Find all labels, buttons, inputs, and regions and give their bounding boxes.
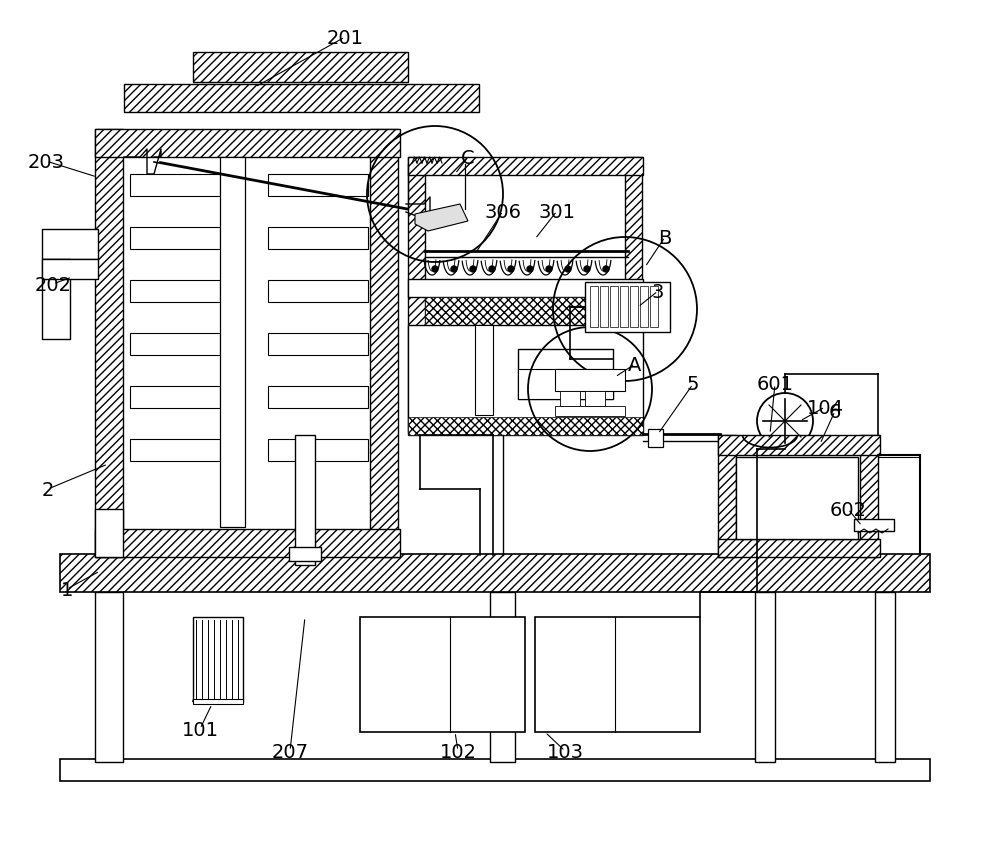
Bar <box>620 286 628 328</box>
Bar <box>585 283 670 332</box>
Text: 3: 3 <box>652 282 664 301</box>
Bar <box>535 618 700 732</box>
Bar <box>95 509 123 557</box>
Text: 601: 601 <box>757 375 794 394</box>
Bar <box>555 406 625 417</box>
Bar <box>640 286 648 328</box>
Bar <box>60 555 930 592</box>
Bar <box>193 618 243 702</box>
Bar <box>718 435 880 456</box>
Bar <box>475 325 493 416</box>
Text: 207: 207 <box>272 741 309 761</box>
Bar <box>130 387 220 408</box>
Text: 301: 301 <box>538 202 576 222</box>
Circle shape <box>527 267 533 273</box>
Bar <box>518 349 613 400</box>
Circle shape <box>603 267 609 273</box>
Text: C: C <box>461 148 475 167</box>
Bar <box>648 429 663 447</box>
Bar <box>755 592 775 762</box>
Text: A: A <box>628 355 642 374</box>
Circle shape <box>508 267 514 273</box>
Text: 5: 5 <box>687 375 699 394</box>
Bar <box>408 417 643 435</box>
Bar <box>610 286 618 328</box>
Bar <box>268 280 368 302</box>
Bar <box>124 85 479 112</box>
Circle shape <box>546 267 552 273</box>
Bar <box>95 130 400 158</box>
Bar <box>560 392 580 406</box>
Text: 104: 104 <box>806 398 844 417</box>
Bar <box>630 286 638 328</box>
Circle shape <box>451 267 457 273</box>
Bar <box>42 260 70 340</box>
Text: 6: 6 <box>829 402 841 421</box>
Bar <box>408 158 425 433</box>
Bar <box>425 297 625 325</box>
Circle shape <box>432 267 438 273</box>
Bar <box>268 334 368 355</box>
Bar <box>600 286 608 328</box>
Circle shape <box>470 267 476 273</box>
Text: 203: 203 <box>28 153 65 171</box>
Bar <box>408 325 643 435</box>
Bar <box>518 370 613 400</box>
Bar <box>718 435 736 557</box>
Bar <box>193 699 243 704</box>
Bar <box>130 175 220 197</box>
Bar <box>736 458 858 539</box>
Bar <box>130 280 220 302</box>
Text: 602: 602 <box>830 500 866 519</box>
Bar <box>408 158 643 176</box>
Bar <box>130 227 220 250</box>
Bar <box>490 592 515 762</box>
Bar <box>854 520 894 532</box>
Bar <box>289 547 321 561</box>
Bar <box>130 334 220 355</box>
Text: 201: 201 <box>327 28 364 48</box>
Bar <box>42 260 98 279</box>
Text: 202: 202 <box>35 275 72 294</box>
Bar <box>650 286 658 328</box>
Bar <box>95 592 123 762</box>
Circle shape <box>584 267 590 273</box>
Text: B: B <box>658 228 672 247</box>
Bar <box>95 529 400 557</box>
Bar <box>625 158 642 343</box>
Bar <box>555 370 625 392</box>
Bar <box>268 175 368 197</box>
Text: 101: 101 <box>182 720 219 739</box>
Text: 1: 1 <box>61 580 73 599</box>
Bar <box>370 130 398 557</box>
Bar <box>193 53 408 83</box>
Circle shape <box>489 267 495 273</box>
Bar <box>585 392 605 406</box>
Bar <box>130 440 220 462</box>
Bar <box>295 435 315 566</box>
Text: 2: 2 <box>42 480 54 499</box>
Text: 103: 103 <box>546 741 584 761</box>
Bar <box>42 230 98 260</box>
Bar <box>220 158 245 527</box>
Text: 306: 306 <box>485 202 522 222</box>
Bar <box>268 440 368 462</box>
Bar <box>60 759 930 781</box>
Bar <box>95 130 123 557</box>
Bar <box>268 387 368 408</box>
Bar <box>360 618 525 732</box>
Bar <box>875 592 895 762</box>
Polygon shape <box>415 204 468 232</box>
Bar <box>590 286 598 328</box>
Circle shape <box>565 267 571 273</box>
Bar <box>860 435 878 557</box>
Text: 102: 102 <box>440 741 477 761</box>
Bar <box>718 539 880 557</box>
Bar <box>408 279 643 297</box>
Bar <box>268 227 368 250</box>
